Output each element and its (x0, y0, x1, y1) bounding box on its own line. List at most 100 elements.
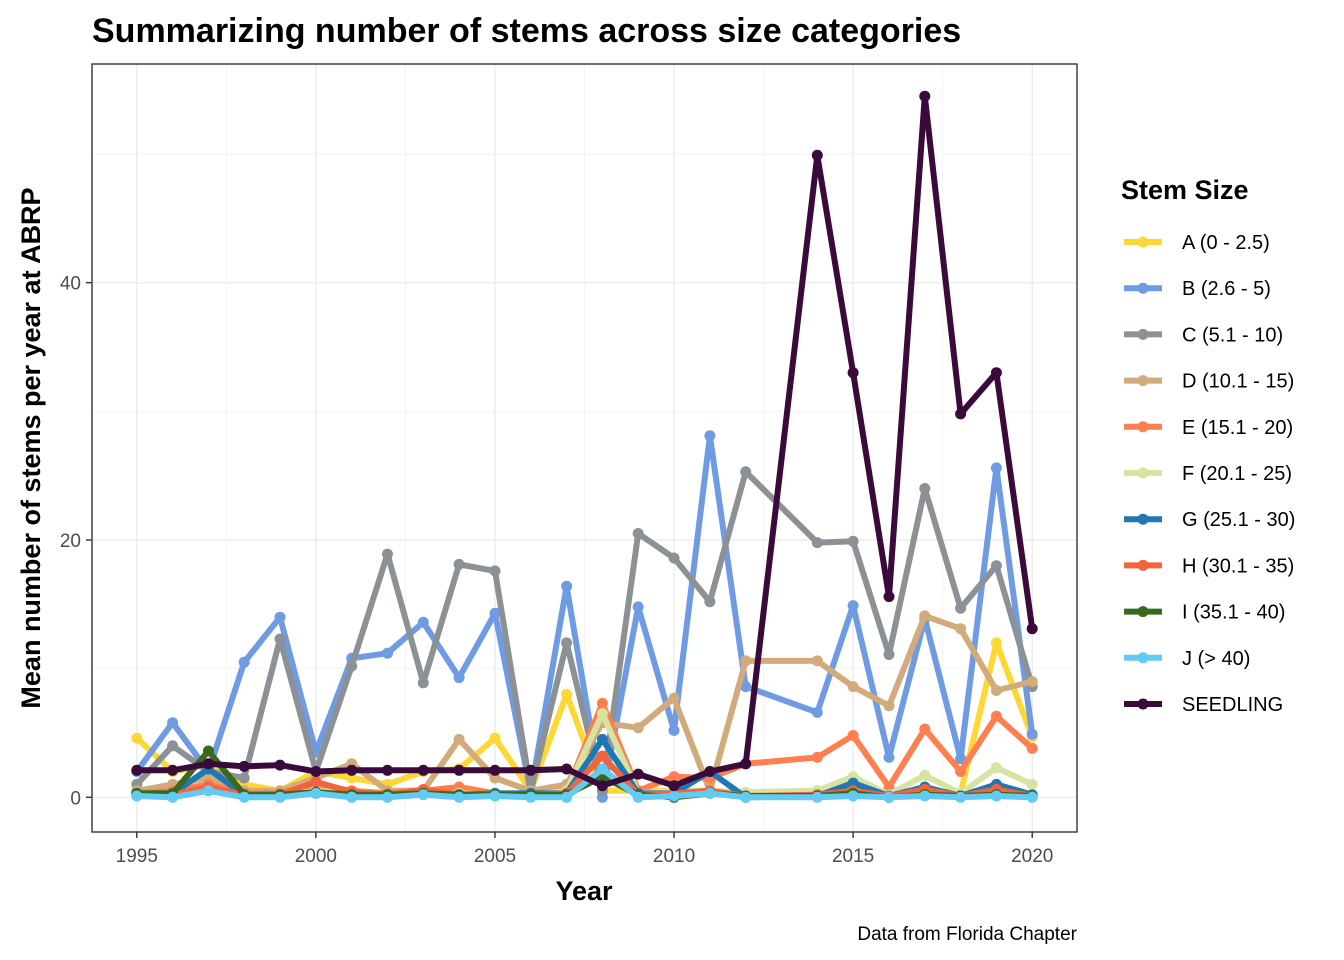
legend-item: A (0 - 2.5) (1124, 232, 1270, 254)
data-point (453, 733, 465, 745)
data-point (202, 785, 214, 797)
data-point (811, 655, 823, 667)
data-point (990, 762, 1002, 774)
data-point (238, 656, 250, 668)
x-axis-title: Year (555, 876, 613, 906)
data-point (740, 655, 752, 667)
data-point (955, 753, 967, 765)
data-point (955, 791, 967, 803)
data-point (596, 750, 608, 762)
data-point (453, 764, 465, 776)
legend-key-point (1137, 375, 1149, 387)
legend-key-point (1137, 421, 1149, 433)
data-point (596, 733, 608, 745)
series-9 (131, 763, 1038, 803)
data-point (525, 791, 537, 803)
data-point (346, 764, 358, 776)
data-point (883, 700, 895, 712)
legend-key-point (1137, 698, 1149, 710)
legend-label: SEEDLING (1182, 694, 1283, 716)
data-point (847, 790, 859, 802)
data-point (919, 723, 931, 735)
data-point (131, 790, 143, 802)
data-point (1026, 728, 1038, 740)
data-point (847, 367, 859, 379)
data-point (632, 791, 644, 803)
data-point (919, 483, 931, 494)
data-point (919, 769, 931, 781)
legend-label: I (35.1 - 40) (1182, 602, 1285, 624)
legend-key-point (1137, 282, 1149, 294)
data-point (346, 772, 358, 784)
data-point (1026, 742, 1038, 754)
data-point (131, 764, 143, 776)
data-point (883, 649, 895, 660)
data-point (883, 781, 895, 793)
data-point (811, 149, 823, 161)
data-point (561, 763, 573, 775)
data-point (740, 466, 752, 478)
data-point (955, 602, 967, 614)
data-point (919, 790, 931, 802)
data-point (955, 766, 967, 777)
data-point (489, 607, 501, 619)
data-point (596, 697, 608, 709)
data-point (668, 724, 680, 736)
data-point (990, 790, 1002, 802)
data-point (990, 462, 1002, 474)
data-point (990, 710, 1002, 722)
data-point (382, 647, 393, 659)
data-point (274, 611, 286, 623)
data-point (453, 558, 465, 570)
legend-item: SEEDLING (1124, 694, 1283, 716)
gridlines (92, 64, 1077, 832)
data-point (561, 580, 573, 592)
data-point (883, 591, 895, 603)
data-point (596, 780, 608, 792)
legend-item: E (15.1 - 20) (1124, 417, 1293, 439)
legend: Stem Size A (0 - 2.5) B (2.6 - 5) C (5.1 -… (1121, 175, 1295, 716)
legend-item: I (35.1 - 40) (1124, 602, 1285, 624)
data-point (596, 708, 608, 720)
data-point (847, 535, 859, 547)
data-point (740, 791, 752, 803)
data-point (740, 681, 752, 693)
data-point (561, 637, 573, 649)
legend-item: J (> 40) (1124, 648, 1250, 670)
legend-label: J (> 40) (1182, 648, 1250, 670)
series-10 (131, 90, 1038, 792)
chart-caption: Data from Florida Chapter (857, 924, 1077, 945)
legend-key-point (1137, 606, 1149, 618)
data-point (668, 771, 680, 783)
data-point (346, 791, 358, 803)
legend-label: E (15.1 - 20) (1182, 417, 1293, 439)
legend-title: Stem Size (1121, 175, 1249, 205)
plot-border (91, 63, 1078, 833)
legend-label: G (25.1 - 30) (1182, 509, 1295, 531)
data-point (1026, 676, 1038, 687)
data-point (489, 790, 501, 802)
plot-panel (91, 63, 1078, 833)
legend-label: F (20.1 - 25) (1182, 463, 1292, 485)
y-axis: 0 20 40 (60, 274, 92, 809)
legend-item: C (5.1 - 10) (1124, 324, 1283, 346)
data-point (417, 789, 429, 801)
data-point (990, 367, 1002, 379)
data-point (847, 681, 859, 693)
y-tick-label: 40 (60, 274, 81, 295)
data-point (811, 706, 823, 718)
series-2 (131, 466, 1038, 797)
data-point (489, 764, 501, 776)
legend-item: H (30.1 - 35) (1124, 555, 1294, 577)
data-point (489, 772, 501, 784)
data-point (704, 430, 716, 442)
data-point (525, 764, 537, 776)
legend-label: B (2.6 - 5) (1182, 278, 1271, 300)
data-point (417, 616, 429, 628)
x-tick-label: 2005 (474, 846, 516, 867)
data-point (811, 751, 823, 763)
y-tick-label: 20 (60, 531, 81, 552)
data-point (990, 637, 1002, 649)
data-point (811, 791, 823, 803)
data-point (131, 732, 143, 744)
